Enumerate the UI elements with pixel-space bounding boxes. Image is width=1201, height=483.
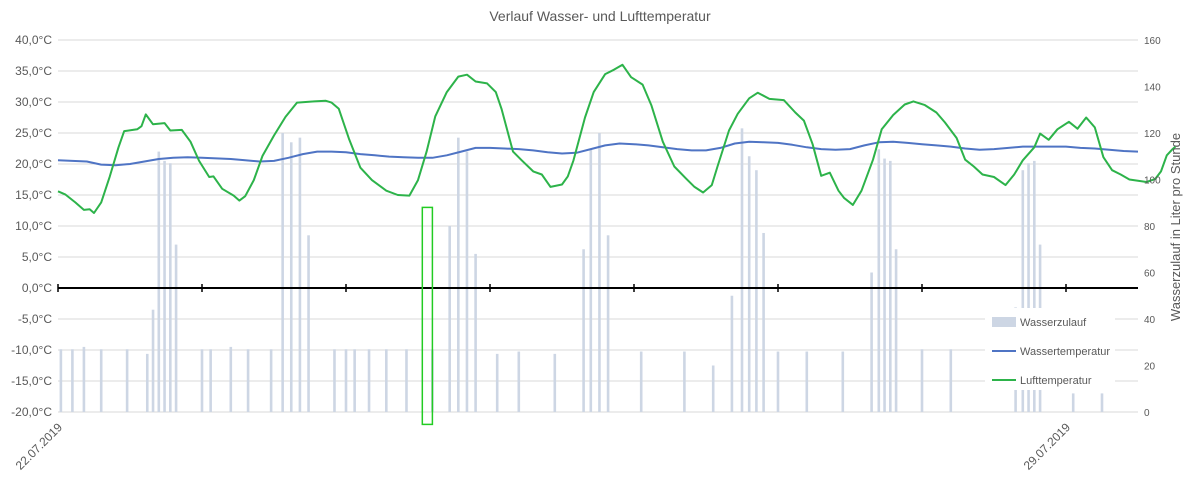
y2-tick-label: 140 [1144, 83, 1161, 94]
flow-bar [163, 160, 166, 412]
flow-bar [711, 365, 715, 412]
flow-bar [99, 349, 103, 412]
flow-bar [157, 151, 161, 412]
legend-swatch-flow [992, 317, 1016, 327]
flow-bar [125, 349, 129, 412]
flow-bar [805, 351, 809, 412]
flow-bar [877, 149, 881, 412]
flow-bar [209, 349, 212, 412]
flow-bar [598, 133, 601, 412]
y-tick-label: 30,0°C [15, 95, 52, 109]
flow-bar [1071, 393, 1075, 412]
flow-bar [281, 133, 284, 412]
flow-bar [307, 235, 310, 412]
y-tick-label: -15,0°C [11, 374, 52, 388]
flow-bar [517, 351, 521, 412]
flow-bar [747, 156, 751, 412]
flow-bar [71, 349, 74, 412]
chart-title: Verlauf Wasser- und Lufttemperatur [489, 8, 711, 24]
y-tick-label: 35,0°C [15, 64, 52, 78]
y2-tick-label: 0 [1144, 408, 1150, 419]
flow-bar [82, 346, 86, 412]
flow-bar [883, 158, 886, 412]
flow-bar [920, 349, 924, 412]
y2-tick-label: 160 [1144, 36, 1161, 47]
flow-bar [151, 309, 155, 412]
flow-bar [174, 244, 178, 412]
y-tick-label: 5,0°C [22, 250, 52, 264]
flow-bar [553, 353, 557, 412]
flow-bar [246, 349, 250, 412]
y2-tick-label: 80 [1144, 222, 1156, 233]
y-tick-label: 0,0°C [22, 281, 52, 295]
flow-bar [894, 249, 898, 412]
flow-bar [200, 349, 204, 412]
y2-tick-label: 120 [1144, 129, 1161, 140]
flow-bar [589, 149, 593, 412]
y2-tick-label: 20 [1144, 362, 1156, 373]
legend-label: Lufttemperatur [1020, 375, 1092, 387]
flow-bar [740, 128, 744, 412]
flow-bar [495, 353, 499, 412]
flow-bar [1100, 393, 1104, 412]
legend-label: Wasserzulauf [1020, 317, 1087, 329]
y-tick-label: 10,0°C [15, 219, 52, 233]
flow-bar [353, 349, 356, 412]
y-tick-label: -5,0°C [18, 312, 52, 326]
y-tick-label: 20,0°C [15, 157, 52, 171]
flow-bar [229, 346, 233, 412]
flow-bar [457, 137, 460, 412]
flow-bar [269, 349, 273, 412]
flow-bar [606, 235, 610, 412]
highlight-box [421, 206, 434, 426]
y-tick-label: 40,0°C [15, 33, 52, 47]
flow-bar [145, 353, 149, 412]
y2-axis-title: Wasserzulauf in Liter pro Stunde [1168, 133, 1183, 321]
flow-bar [762, 232, 765, 412]
flow-bar [683, 351, 686, 412]
flow-bar [298, 137, 302, 412]
flow-bar [1021, 170, 1025, 412]
y2-tick-label: 100 [1144, 176, 1161, 187]
flow-bar [870, 272, 873, 412]
air-temperature-line [57, 63, 1177, 214]
flow-bar [730, 295, 734, 412]
flow-bar [639, 351, 643, 412]
y2-tick-label: 60 [1144, 269, 1156, 280]
flow-bar [582, 249, 585, 412]
y-tick-label: -10,0°C [11, 343, 52, 357]
legend-label: Wassertemperatur [1020, 346, 1110, 358]
flow-bar [755, 170, 758, 412]
y-tick-label: 25,0°C [15, 126, 52, 140]
flow-bar [465, 151, 469, 412]
flow-bar [841, 351, 845, 412]
flow-bar [474, 253, 477, 412]
flow-bar [59, 349, 63, 412]
flow-bar [289, 142, 293, 413]
flow-bar [333, 349, 336, 412]
flow-bar [776, 351, 780, 412]
flow-bar [344, 349, 348, 412]
flow-bar [949, 349, 953, 412]
y-tick-label: 15,0°C [15, 188, 52, 202]
flow-bar [385, 349, 388, 412]
flow-bar [405, 349, 408, 412]
flow-bar [1033, 160, 1036, 412]
flow-bar [889, 160, 892, 412]
flow-bar [367, 349, 371, 412]
y2-tick-label: 40 [1144, 315, 1156, 326]
y-tick-label: -20,0°C [11, 405, 52, 419]
flow-bar [448, 226, 451, 412]
